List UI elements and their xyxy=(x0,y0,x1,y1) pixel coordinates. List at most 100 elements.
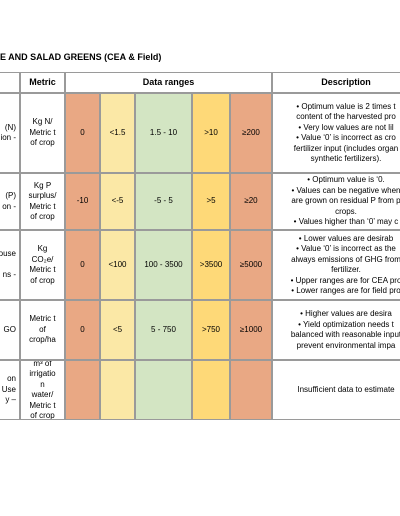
range-value: <-5 xyxy=(111,196,124,206)
row-label: (N) xyxy=(4,122,16,132)
row-label: on - xyxy=(2,201,16,211)
range-cell: >3500 xyxy=(192,230,230,300)
range-cell: 1.5 - 10 xyxy=(135,93,192,173)
range-cell: >10 xyxy=(192,93,230,173)
range-cell: 0 xyxy=(65,230,100,300)
range-cell xyxy=(135,360,192,420)
row-label-cell: (N) ion - xyxy=(0,93,20,173)
description-text: • Values can be negative when xyxy=(291,185,400,195)
metric-text: Metric t xyxy=(29,127,56,137)
row-label: ns - xyxy=(2,270,16,280)
row-label: on xyxy=(7,374,16,384)
description-text: fertilizer. xyxy=(331,265,361,274)
range-value: >5 xyxy=(206,196,216,206)
row-label: ouse xyxy=(0,249,16,259)
metric-text: Kg N/ xyxy=(32,117,53,127)
range-cell: 0 xyxy=(65,300,100,360)
description-text: • Optimum value is ‘0. xyxy=(307,175,385,185)
description-text: • Lower values are desirab xyxy=(298,233,394,243)
description-text: always emissions of GHG from xyxy=(291,254,400,264)
table-title: E AND SALAD GREENS (CEA & Field) xyxy=(0,52,162,62)
metric-text: Metric t xyxy=(29,400,56,410)
metric-text: Metric t xyxy=(29,265,56,274)
range-cell: -10 xyxy=(65,173,100,230)
metric-text: of xyxy=(39,324,46,334)
metric-text: of crop xyxy=(30,411,55,420)
row-label: y – xyxy=(5,395,16,405)
range-value: 0 xyxy=(80,324,85,334)
range-value: >3500 xyxy=(199,259,223,269)
description-cell: • Higher values are desira • Yield optimi… xyxy=(272,300,400,360)
range-cell xyxy=(230,360,272,420)
metric-text: Kg P xyxy=(33,180,52,190)
description-text: • Higher values are desira xyxy=(300,309,392,318)
range-value: <1.5 xyxy=(109,127,126,137)
row-label: Use xyxy=(1,384,16,394)
description-text: • Lower ranges are for field pro xyxy=(291,286,400,295)
row-label: (P) xyxy=(5,191,16,200)
range-cell: >5 xyxy=(192,173,230,230)
metric-text: irrigatio xyxy=(29,369,56,378)
range-cell: 5 - 750 xyxy=(135,300,192,360)
range-cell xyxy=(65,360,100,420)
range-cell: <5 xyxy=(100,300,135,360)
metric-text: surplus/ xyxy=(28,191,57,200)
metric-cell: Kg N/Metric t of crop xyxy=(20,93,65,173)
metric-text: m³ of xyxy=(33,360,52,368)
description-text: Insufficient data to estimate xyxy=(297,384,395,394)
row-label: GO xyxy=(3,324,16,334)
row-label-cell: (P) on - xyxy=(0,173,20,230)
range-cell: <100 xyxy=(100,230,135,300)
range-cell: ≥5000 xyxy=(230,230,272,300)
range-cell: <-5 xyxy=(100,173,135,230)
range-value: >10 xyxy=(204,127,218,137)
range-value: <5 xyxy=(112,324,123,334)
range-cell xyxy=(100,360,135,420)
range-cell xyxy=(192,360,230,420)
header-cell: Data ranges xyxy=(65,72,272,93)
row-label: ion - xyxy=(0,133,16,142)
column-header: Description xyxy=(321,77,371,88)
metric-text: Metric t xyxy=(29,314,56,324)
column-header: Metric xyxy=(29,77,56,88)
range-value: ≥5000 xyxy=(239,259,263,269)
range-value: ≥1000 xyxy=(239,324,263,334)
description-text: • Value ‘0’ is incorrect as cro xyxy=(296,133,396,142)
row-label-cell: on Use y – xyxy=(0,360,20,420)
row-label-cell: ouse ns - xyxy=(0,230,20,300)
description-text: • Upper ranges are for CEA pro xyxy=(290,275,400,285)
row-label-cell: GO xyxy=(0,300,20,360)
range-cell: ≥20 xyxy=(230,173,272,230)
description-text: fertilizer input (includes organ xyxy=(293,143,399,153)
description-text: • Optimum value is 2 times t xyxy=(296,101,396,111)
description-text: synthetic fertilizers). xyxy=(310,154,382,163)
description-text: • Yield optimization needs t xyxy=(298,319,394,329)
metric-text: of crop xyxy=(30,212,55,221)
metric-cell: m³ of irrigatio n water/Metric t of crop xyxy=(20,360,65,420)
range-cell: ≥1000 xyxy=(230,300,272,360)
metric-text: crop/ha xyxy=(29,335,56,345)
metric-cell: Metric t of crop/ha xyxy=(20,300,65,360)
metric-text: Metric t xyxy=(29,201,56,211)
range-value: 0 xyxy=(80,259,85,269)
range-value: -5 - 5 xyxy=(154,196,173,206)
description-text: crops. xyxy=(335,206,357,216)
range-value: >750 xyxy=(201,324,221,334)
column-header: Data ranges xyxy=(142,77,195,88)
range-value: -10 xyxy=(76,196,89,206)
description-text: • Very low values are not lil xyxy=(298,122,394,132)
description-text: are grown on residual P from p xyxy=(291,196,400,206)
range-value: 1.5 - 10 xyxy=(149,127,178,137)
description-cell: Insufficient data to estimate xyxy=(272,360,400,420)
description-cell: • Lower values are desirab • Value ‘0’ is… xyxy=(272,230,400,300)
metric-text: n xyxy=(40,379,45,389)
description-text: • Values higher than ‘0’ may c xyxy=(293,217,399,227)
metric-text: of crop xyxy=(30,275,55,285)
description-text: balanced with reasonable input xyxy=(290,330,400,339)
description-text: prevent environmental impa xyxy=(296,340,396,350)
metric-text: CO₂e/ xyxy=(31,254,54,264)
range-cell: ≥200 xyxy=(230,93,272,173)
range-value: 100 - 3500 xyxy=(144,259,183,269)
description-text: content of the harvested pro xyxy=(296,112,396,121)
